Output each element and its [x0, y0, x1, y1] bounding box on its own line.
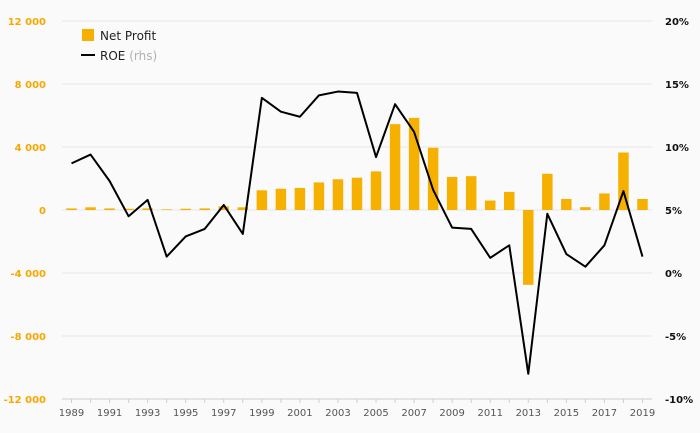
y-right-tick-label: -5%: [665, 332, 686, 343]
x-tick-label: 1999: [249, 408, 274, 419]
bar-net-profit: [199, 208, 210, 210]
bar-net-profit: [561, 198, 572, 210]
bar-net-profit: [180, 208, 191, 210]
legend-label-roe-name: ROE: [100, 49, 125, 63]
legend-label-net-profit: Net Profit: [100, 29, 156, 43]
bar-net-profit: [313, 182, 325, 210]
y-right-tick-label: -10%: [665, 395, 693, 406]
x-axis: 1989 1991 1993 1995 1997 1999 2001 2003 2005 2007…: [59, 398, 655, 419]
bar-net-profit: [446, 176, 458, 210]
bar-net-profit: [104, 208, 115, 210]
bar-net-profit: [484, 200, 496, 210]
y-right-tick-label: 10%: [665, 143, 689, 154]
bar-net-profit: [465, 176, 477, 210]
x-tick-label: 1997: [211, 408, 236, 419]
bar-net-profit: [370, 171, 382, 210]
x-tick-label: 1995: [173, 408, 198, 419]
x-tick-label: 2019: [630, 408, 655, 419]
bar-net-profit: [332, 179, 344, 210]
bar-net-profit: [123, 208, 134, 210]
grid-lines: [62, 20, 652, 400]
right-axis: -10% -5% 0% 5% 10% 15% 20%: [665, 17, 693, 406]
y-right-tick-label: 20%: [665, 17, 689, 28]
x-tick-label: 2009: [439, 408, 464, 419]
y-left-tick-label: -4 000: [11, 269, 47, 280]
y-left-tick-label: 0: [39, 206, 46, 217]
bar-net-profit: [218, 206, 230, 210]
x-tick-label: 2007: [401, 408, 426, 419]
y-left-tick-label: 12 000: [8, 17, 46, 28]
roe-line: [71, 90, 644, 375]
legend-swatch-net-profit: [82, 29, 94, 41]
x-tick-label: 2003: [325, 408, 350, 419]
y-left-tick-label: 4 000: [15, 143, 46, 154]
y-right-tick-label: 0%: [665, 269, 682, 280]
bar-net-profit: [142, 208, 153, 210]
roe-line-series: [71, 90, 644, 375]
x-tick-label: 2013: [516, 408, 541, 419]
x-tick-label: 2015: [554, 408, 579, 419]
legend-label-roe-suffix: (rhs): [129, 49, 157, 63]
bar-net-profit: [599, 193, 610, 210]
legend: Net Profit ROE (rhs): [81, 29, 157, 63]
left-axis: -12 000 -8 000 -4 000 0 4 000 8 000 12 000: [4, 17, 46, 406]
x-tick-label: 2017: [592, 408, 617, 419]
bar-net-profit: [256, 190, 268, 210]
bar-net-profit: [294, 187, 306, 210]
bar-net-profit: [504, 191, 515, 210]
bar-net-profit: [66, 208, 77, 210]
y-left-tick-label: -12 000: [4, 395, 46, 406]
bar-net-profit: [408, 117, 420, 210]
net-profit-bars: [66, 117, 648, 285]
bar-net-profit: [542, 173, 553, 210]
bar-net-profit: [427, 147, 439, 210]
x-tick-label: 2001: [287, 408, 312, 419]
bar-net-profit: [275, 188, 287, 210]
y-right-tick-label: 15%: [665, 80, 689, 91]
bar-net-profit: [237, 207, 249, 210]
x-tick-label: 2005: [363, 408, 388, 419]
y-left-tick-label: -8 000: [11, 332, 47, 343]
y-left-tick-label: 8 000: [15, 80, 46, 91]
bar-net-profit: [637, 198, 648, 210]
bar-net-profit: [618, 152, 629, 210]
bar-net-profit: [523, 210, 534, 285]
x-tick-label: 1993: [135, 408, 160, 419]
bar-net-profit: [351, 177, 363, 210]
bar-net-profit: [161, 209, 172, 210]
x-tick-label: 2011: [477, 408, 502, 419]
legend-label-roe: ROE (rhs): [100, 49, 157, 63]
x-tick-label: 1989: [59, 408, 84, 419]
bar-net-profit: [85, 207, 96, 210]
y-right-tick-label: 5%: [665, 206, 682, 217]
bar-net-profit: [389, 124, 401, 210]
x-tick-label: 1991: [97, 408, 122, 419]
bar-net-profit: [580, 207, 591, 210]
